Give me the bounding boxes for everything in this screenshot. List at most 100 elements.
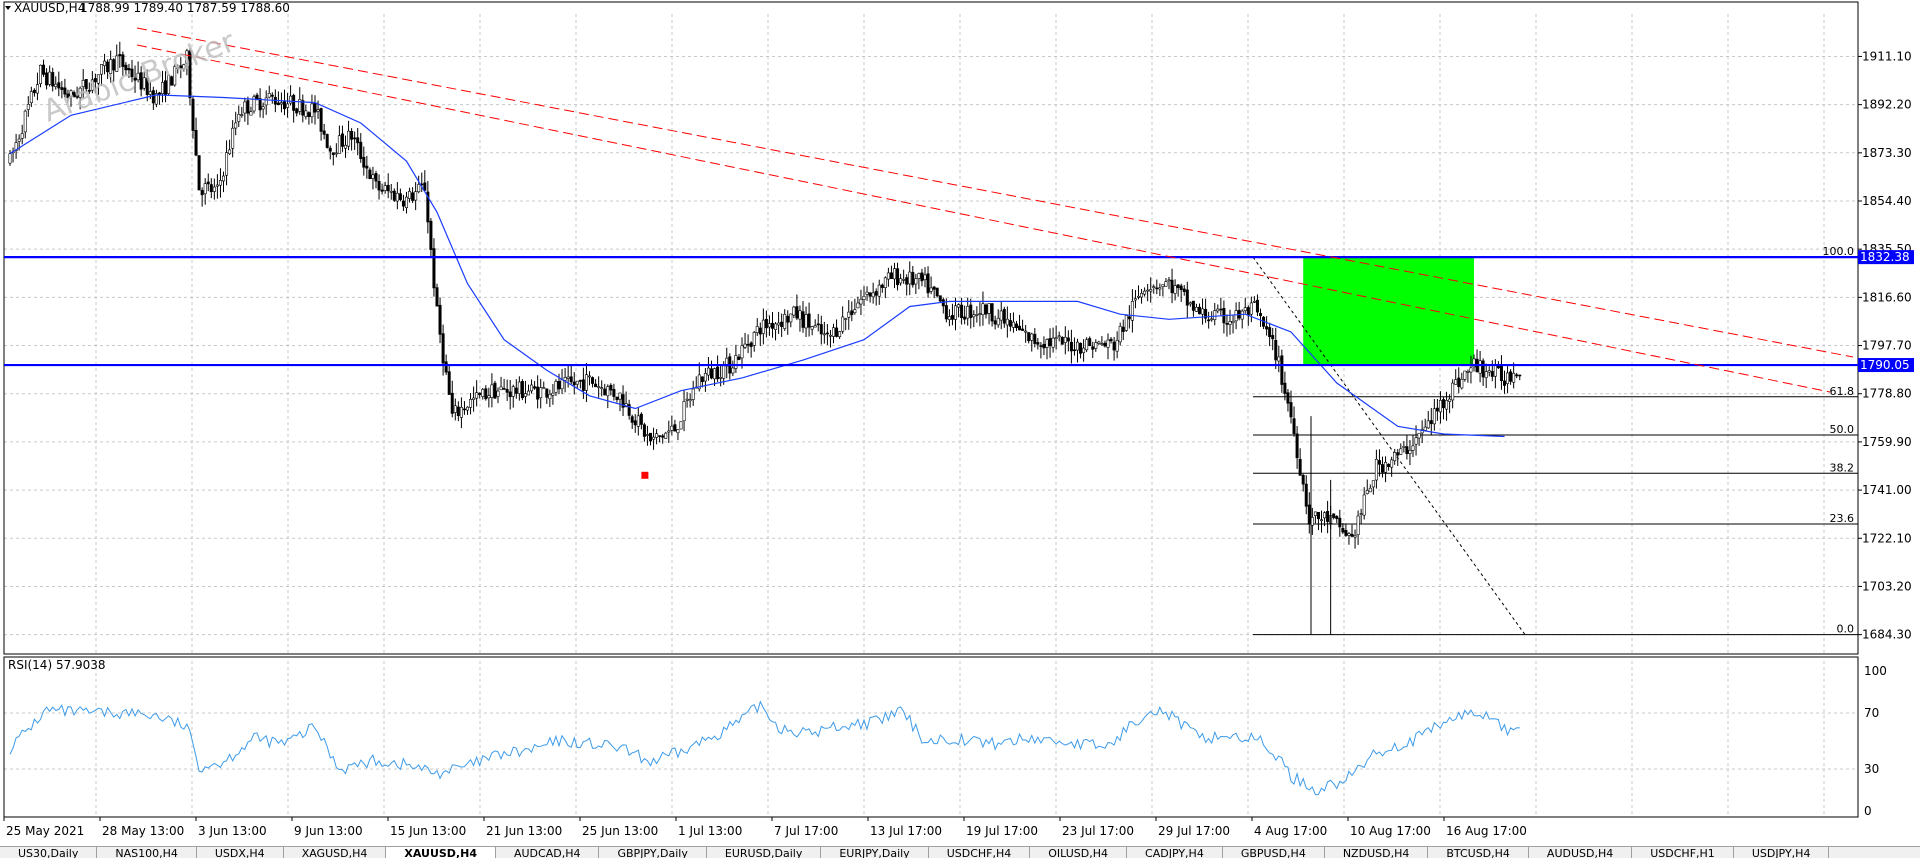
chart-frames [3,1,1859,818]
candle-body [950,315,954,320]
candle-body [1487,370,1491,373]
candle-body [1265,326,1269,330]
candle-body [450,392,454,414]
candle-body [1445,400,1449,410]
candle-body [218,180,222,186]
candle-body [1478,360,1482,374]
candle-body [1127,316,1131,320]
chart-tab[interactable]: AUDCAD,H4 [496,847,600,858]
candle-body [1411,445,1415,451]
candle-body [1344,530,1348,536]
fibo-level-label: 100.0 [1823,245,1855,258]
chart-tab[interactable]: XAUUSD,H4 [386,847,496,858]
chart-tab[interactable]: US30,Daily [0,847,98,858]
chart-tab[interactable]: GBPUSD,H4 [1223,847,1325,858]
candle-body [1469,367,1473,373]
candle-body [432,248,436,289]
candle-body [563,377,567,381]
candle-body [764,318,768,329]
chart-tab[interactable]: CADJPY,H4 [1127,847,1223,858]
trendlines[interactable] [136,27,1854,393]
chart-tab[interactable]: EURJPY,Daily [821,847,929,858]
candle-body [743,343,747,348]
candle-body [316,109,320,112]
horizontal-levels[interactable] [4,256,1858,367]
candle-body [286,103,290,108]
price-tick-label: 1816.60 [1862,290,1912,304]
candle-body [1042,343,1046,349]
candle-body [1393,452,1397,462]
trendline-lower[interactable] [136,44,1831,393]
candle-body [14,142,18,152]
chart-tab[interactable]: USDCHF,H1 [1632,847,1734,858]
candle-body [1249,302,1253,315]
candle-body [1149,289,1153,292]
candle-body [874,291,878,296]
chart-tab[interactable]: EURUSD,Daily [707,847,822,858]
chart-tab[interactable]: BTCUSD,H4 [1428,847,1529,858]
candle-body [261,106,265,110]
candle-body [1097,341,1101,344]
candle-body [981,303,985,316]
chart-tab[interactable]: OILUSD,H4 [1030,847,1128,858]
candle-body [1021,328,1025,331]
chart-tab[interactable]: GBPJPY,Daily [599,847,707,858]
candle-body [1005,318,1009,326]
candle-body [1432,408,1436,425]
chart-tab[interactable]: NAS100,H4 [97,847,197,858]
trendline-upper[interactable] [136,27,1854,358]
candle-body [905,277,909,285]
candle-body [371,174,375,179]
candle-body [484,388,488,400]
candle-body [1292,418,1296,434]
candle-body [1155,287,1159,290]
candle-body [652,436,656,440]
candle-body [703,372,707,382]
price-tick-label: 1892.20 [1862,98,1912,112]
candle-body [926,273,930,294]
candle-body [658,435,662,437]
candle-body [1255,299,1259,313]
candle-body [81,80,85,88]
price-badge [1858,250,1914,265]
chart-tab[interactable]: XAGUSD,H4 [284,847,387,858]
chart-tab[interactable]: AUDUSD,H4 [1529,847,1633,858]
chart-tab[interactable]: NZDUSD,H4 [1325,847,1429,858]
time-tick-label: 1 Jul 13:00 [678,824,742,838]
candle-body [75,94,79,98]
candle-body [145,77,149,95]
candle-body [304,110,308,117]
chart-tab[interactable]: USDX,H4 [197,847,284,858]
candle-body [957,304,961,308]
candle-body [1112,341,1116,351]
candle-body [292,95,296,111]
candle-body [1152,286,1156,288]
candle-body [435,287,439,307]
chart-tab[interactable]: USDCHF,H4 [929,847,1031,858]
candle-body [191,98,195,131]
candle-body [240,114,244,116]
candle-body [813,325,817,328]
candle-body [630,416,634,423]
candle-body [1350,533,1354,537]
chart-tab[interactable]: USDJPY,H4 [1734,847,1830,858]
candle-body [691,388,695,400]
candle-body [850,310,854,315]
candle-body [1396,452,1400,456]
candle-body [1103,342,1107,347]
candle-body [1326,511,1330,522]
candle-body [411,192,415,201]
candle-body [465,406,469,411]
candle-body [1231,320,1235,324]
candle-body [1176,284,1180,289]
rsi-tick-label: 100 [1864,664,1887,678]
candle-body [1024,330,1028,333]
candle-body [1194,306,1198,312]
candle-body [490,384,494,398]
candle-body [200,190,204,196]
candle-body [645,434,649,436]
candle-body [1045,339,1049,348]
candle-body [127,68,131,71]
